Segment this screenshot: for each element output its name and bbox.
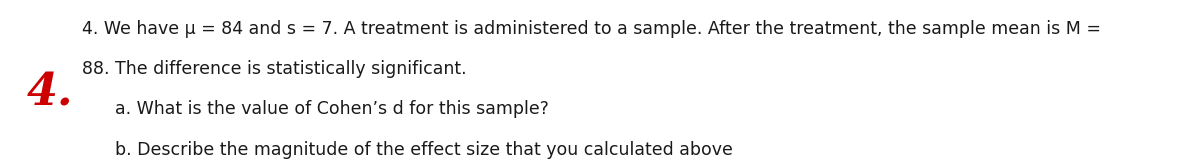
Text: 88. The difference is statistically significant.: 88. The difference is statistically sign… — [82, 60, 467, 78]
Text: a. What is the value of Cohen’s d for this sample?: a. What is the value of Cohen’s d for th… — [82, 100, 548, 118]
Text: b. Describe the magnitude of the effect size that you calculated above: b. Describe the magnitude of the effect … — [82, 141, 732, 159]
Text: 4. We have μ = 84 and s = 7. A treatment is administered to a sample. After the : 4. We have μ = 84 and s = 7. A treatment… — [82, 20, 1100, 38]
Text: 4.: 4. — [26, 72, 73, 115]
